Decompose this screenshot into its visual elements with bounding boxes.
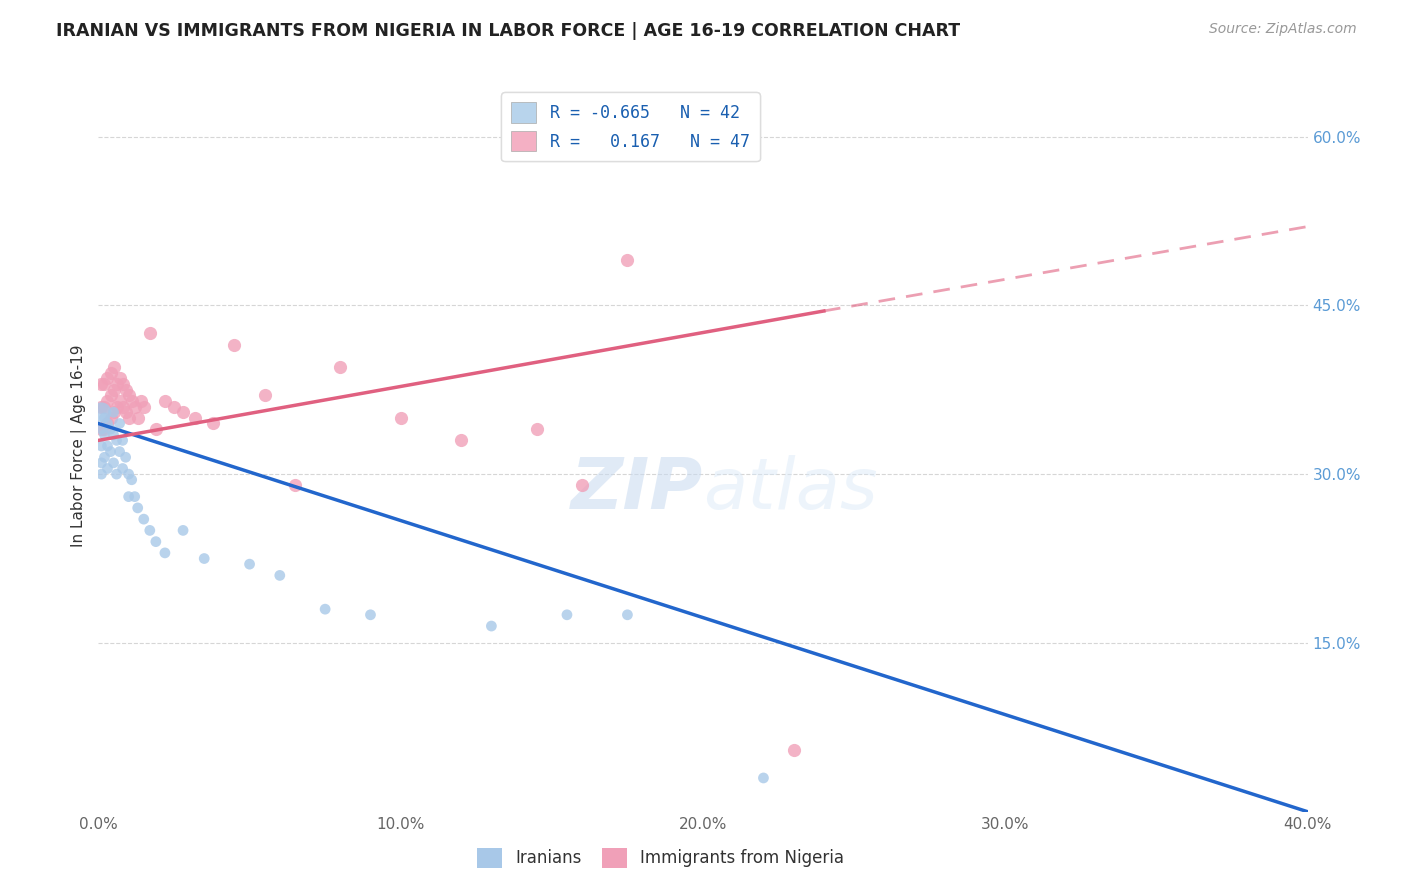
Point	[360, 607, 382, 622]
Point	[90, 439, 112, 453]
Point	[96, 417, 118, 431]
Point	[103, 383, 125, 397]
Point	[269, 568, 291, 582]
Point	[253, 388, 276, 402]
Point	[118, 490, 141, 504]
Point	[103, 360, 125, 375]
Point	[90, 377, 112, 392]
Point	[103, 427, 125, 442]
Point	[93, 450, 115, 465]
Text: atlas: atlas	[703, 456, 877, 524]
Point	[526, 422, 548, 436]
Point	[118, 467, 141, 482]
Point	[114, 383, 136, 397]
Point	[96, 417, 118, 431]
Point	[616, 253, 638, 268]
Point	[139, 326, 162, 341]
Text: ZIP: ZIP	[571, 456, 703, 524]
Point	[90, 456, 112, 470]
Point	[103, 456, 125, 470]
Point	[329, 360, 352, 375]
Y-axis label: In Labor Force | Age 16-19: In Labor Force | Age 16-19	[72, 344, 87, 548]
Point	[111, 377, 134, 392]
Point	[90, 422, 112, 436]
Point	[103, 405, 125, 419]
Point	[571, 478, 593, 492]
Point	[193, 551, 215, 566]
Point	[93, 377, 115, 392]
Point	[121, 473, 143, 487]
Point	[96, 394, 118, 409]
Point	[111, 434, 134, 448]
Point	[105, 377, 128, 392]
Point	[90, 467, 112, 482]
Point	[114, 450, 136, 465]
Point	[481, 619, 503, 633]
Point	[127, 410, 149, 425]
Point	[239, 557, 262, 571]
Text: Source: ZipAtlas.com: Source: ZipAtlas.com	[1209, 22, 1357, 37]
Point	[93, 410, 115, 425]
Legend: Iranians, Immigrants from Nigeria: Iranians, Immigrants from Nigeria	[471, 841, 851, 875]
Point	[96, 371, 118, 385]
Point	[314, 602, 336, 616]
Point	[132, 512, 155, 526]
Point	[172, 524, 194, 538]
Point	[118, 388, 141, 402]
Point	[108, 394, 131, 409]
Point	[93, 400, 115, 414]
Point	[111, 461, 134, 475]
Point	[124, 400, 146, 414]
Point	[105, 467, 128, 482]
Point	[100, 410, 122, 425]
Point	[108, 371, 131, 385]
Point	[450, 434, 472, 448]
Point	[93, 422, 115, 436]
Point	[105, 400, 128, 414]
Point	[124, 490, 146, 504]
Point	[90, 422, 112, 436]
Point	[616, 607, 638, 622]
Point	[145, 534, 167, 549]
Point	[555, 607, 578, 622]
Point	[284, 478, 307, 492]
Point	[172, 405, 194, 419]
Point	[103, 405, 125, 419]
Point	[145, 422, 167, 436]
Point	[100, 444, 122, 458]
Text: IRANIAN VS IMMIGRANTS FROM NIGERIA IN LABOR FORCE | AGE 16-19 CORRELATION CHART: IRANIAN VS IMMIGRANTS FROM NIGERIA IN LA…	[56, 22, 960, 40]
Legend: R = -0.665   N = 42, R =   0.167   N = 47: R = -0.665 N = 42, R = 0.167 N = 47	[502, 92, 759, 161]
Point	[139, 524, 162, 538]
Point	[96, 461, 118, 475]
Point	[132, 400, 155, 414]
Point	[153, 394, 176, 409]
Point	[105, 434, 128, 448]
Point	[127, 500, 149, 515]
Point	[114, 405, 136, 419]
Point	[783, 743, 806, 757]
Point	[118, 410, 141, 425]
Point	[752, 771, 775, 785]
Point	[163, 400, 186, 414]
Point	[100, 366, 122, 380]
Point	[108, 444, 131, 458]
Point	[96, 439, 118, 453]
Point	[90, 405, 112, 419]
Point	[129, 394, 152, 409]
Point	[121, 394, 143, 409]
Point	[184, 410, 207, 425]
Point	[100, 422, 122, 436]
Point	[108, 417, 131, 431]
Point	[111, 400, 134, 414]
Point	[90, 400, 112, 414]
Point	[153, 546, 176, 560]
Point	[93, 427, 115, 442]
Point	[202, 417, 225, 431]
Point	[224, 337, 246, 351]
Point	[389, 410, 412, 425]
Point	[100, 388, 122, 402]
